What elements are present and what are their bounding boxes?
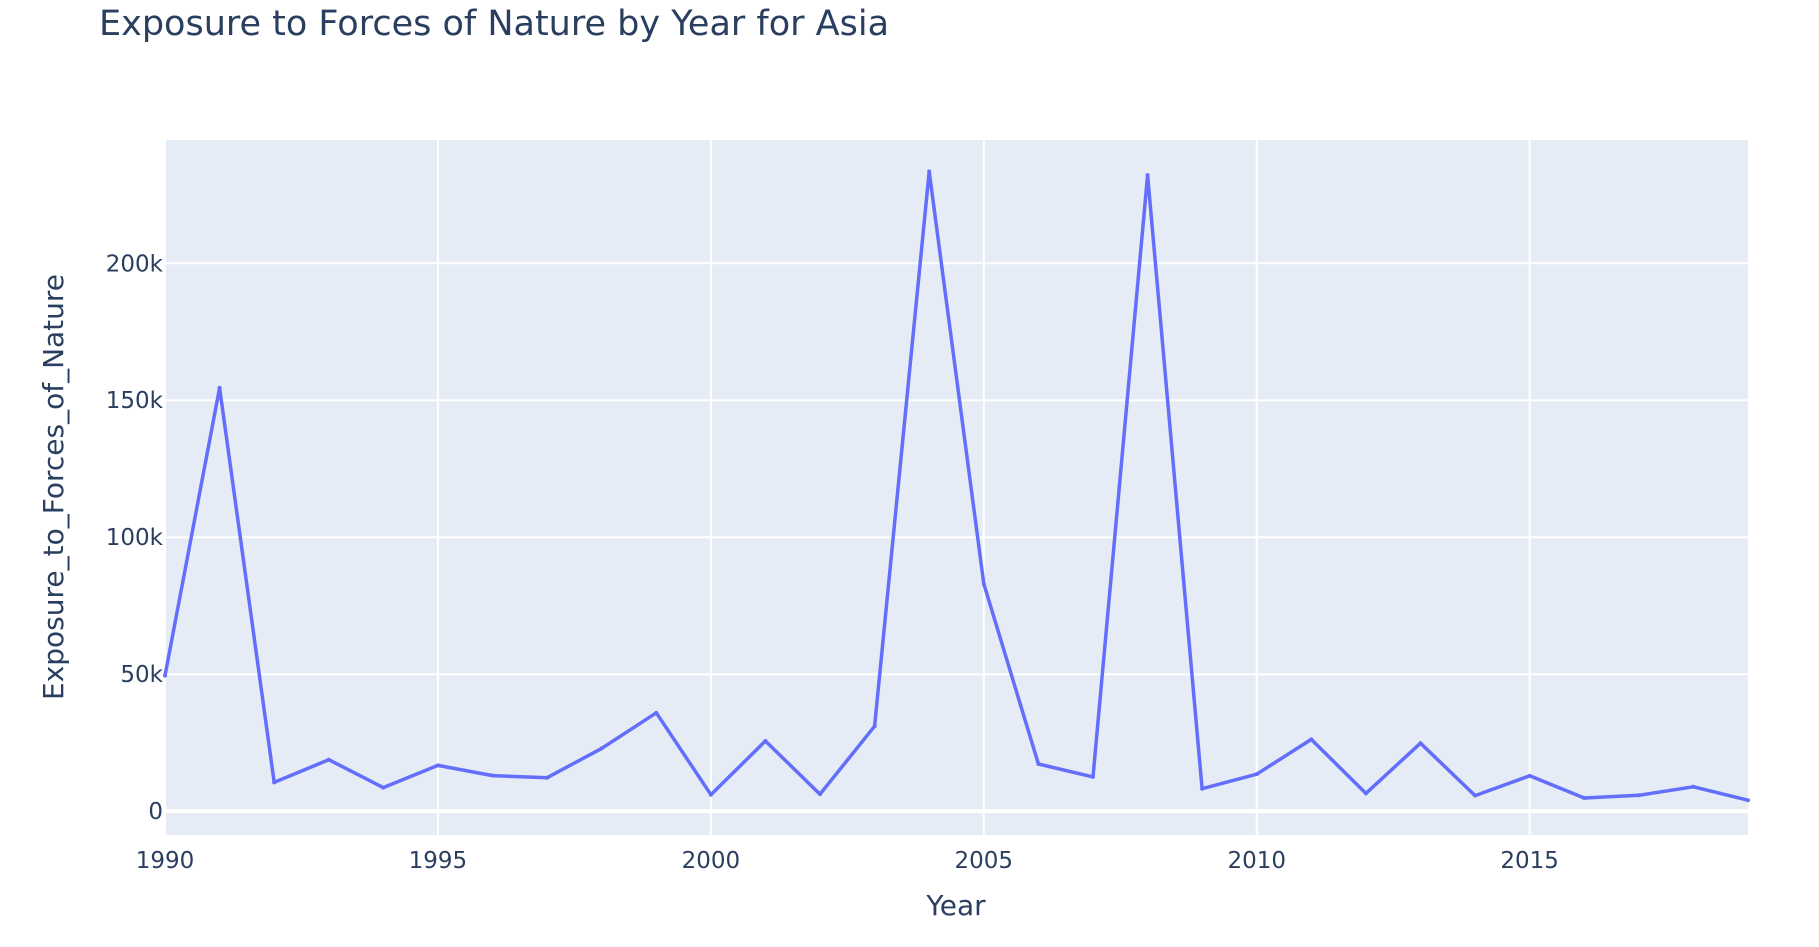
data-point — [708, 792, 713, 797]
data-point — [1636, 793, 1641, 798]
data-point — [1418, 741, 1423, 746]
data-point — [1746, 798, 1750, 803]
data-point — [272, 780, 277, 785]
y-tick-label: 100k — [106, 525, 164, 551]
x-tick-label: 2000 — [682, 848, 741, 874]
data-point — [1145, 173, 1150, 178]
x-axis-ticks: 1990 1995 2000 2005 2010 2015 — [136, 848, 1559, 874]
data-point — [1363, 791, 1368, 796]
chart-title: Exposure to Forces of Nature by Year for… — [99, 4, 890, 44]
plot-background — [165, 140, 1748, 835]
data-point — [1527, 773, 1532, 778]
data-point — [1691, 784, 1696, 789]
data-point — [1200, 786, 1205, 791]
data-point — [818, 792, 823, 797]
data-point — [326, 757, 331, 762]
x-tick-label: 1990 — [136, 848, 195, 874]
data-point — [872, 724, 877, 729]
x-tick-label: 1995 — [409, 848, 468, 874]
x-tick-label: 2005 — [955, 848, 1014, 874]
data-point — [490, 773, 495, 778]
data-point — [599, 746, 604, 751]
data-point — [217, 385, 222, 390]
y-tick-label: 50k — [120, 662, 163, 688]
data-point — [1090, 774, 1095, 779]
series-line — [163, 169, 1749, 802]
y-axis-ticks: 0 50k 100k 150k 200k — [106, 251, 164, 825]
x-tick-label: 2015 — [1500, 848, 1559, 874]
y-tick-label: 150k — [106, 388, 164, 414]
data-point — [1036, 762, 1041, 767]
data-point — [1254, 772, 1259, 777]
data-point — [1473, 793, 1478, 798]
data-point — [1582, 796, 1587, 801]
data-point — [435, 763, 440, 768]
data-point — [381, 785, 386, 790]
y-tick-label: 200k — [106, 251, 164, 277]
data-point — [654, 710, 659, 715]
y-tick-label: 0 — [148, 799, 163, 825]
data-point — [545, 775, 550, 780]
x-tick-label: 2010 — [1227, 848, 1286, 874]
data-point — [1309, 737, 1314, 742]
grid-lines — [164, 140, 1748, 835]
x-axis-title: Year — [925, 889, 986, 922]
data-point — [981, 581, 986, 586]
series-layer — [163, 169, 1750, 803]
data-point — [763, 739, 768, 744]
data-point — [927, 169, 932, 174]
y-axis-title: Exposure_to_Forces_of_Nature — [37, 274, 70, 700]
data-point — [163, 673, 167, 678]
